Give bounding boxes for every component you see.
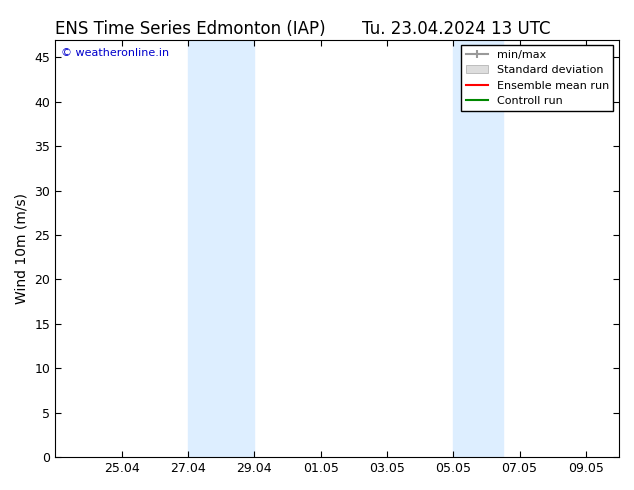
Bar <box>188 40 254 457</box>
Bar <box>453 40 503 457</box>
Text: Tu. 23.04.2024 13 UTC: Tu. 23.04.2024 13 UTC <box>362 20 551 38</box>
Text: © weatheronline.in: © weatheronline.in <box>61 48 169 58</box>
Text: ENS Time Series Edmonton (IAP): ENS Time Series Edmonton (IAP) <box>55 20 325 38</box>
Legend: min/max, Standard deviation, Ensemble mean run, Controll run: min/max, Standard deviation, Ensemble me… <box>461 45 614 111</box>
Y-axis label: Wind 10m (m/s): Wind 10m (m/s) <box>15 193 29 304</box>
